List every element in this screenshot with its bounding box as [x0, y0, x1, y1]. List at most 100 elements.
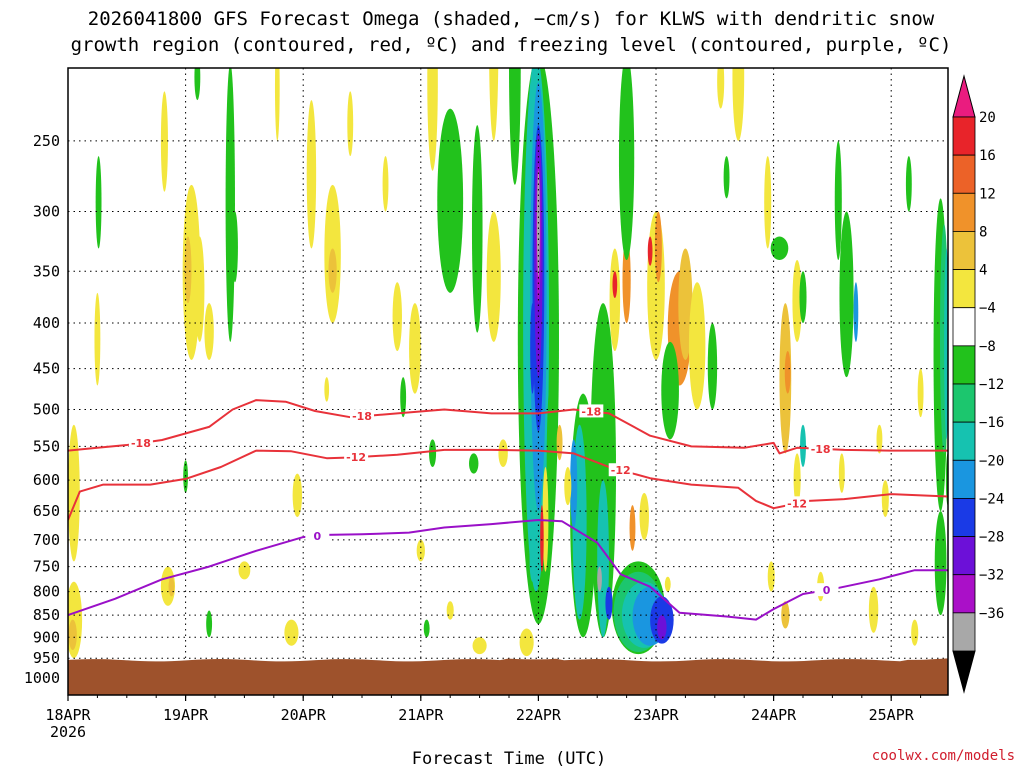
omega-area: [382, 156, 389, 212]
colorbar-label: 8: [979, 224, 987, 240]
omega-area: [184, 236, 192, 304]
contour-label-bg: [579, 404, 604, 418]
omega-area: [905, 156, 912, 212]
dgz-contour-minus18-label: -18: [131, 437, 151, 450]
contour-label-bg: [814, 583, 839, 597]
omega-area: [446, 601, 454, 620]
omega-area: [881, 480, 889, 518]
dgz-contour-minus12-label: -12: [346, 451, 366, 464]
contour-label-bg: [608, 463, 633, 477]
omega-area: [328, 248, 337, 293]
omega-area: [238, 561, 251, 580]
y-tick-label: 750: [33, 558, 60, 576]
contour-label-bg: [350, 409, 374, 423]
x-tick-label: 18APR: [45, 706, 91, 724]
chart-title-line2: growth region (contoured, red, ºC) and f…: [71, 34, 952, 56]
omega-area: [629, 505, 636, 551]
contours: -18 -18 -18 -18 -12 -12 -12 0 0: [68, 399, 948, 621]
omega-area: [400, 377, 407, 418]
ground-surface: [68, 658, 948, 695]
y-tick-label: 800: [33, 583, 60, 601]
omega-area: [204, 303, 214, 360]
y-tick-label: 300: [33, 203, 60, 221]
x-tick-label: 23APR: [633, 706, 679, 724]
colorbar-label: 4: [979, 263, 987, 279]
colorbar-swatch: [952, 612, 976, 652]
y-tick-label: 350: [33, 262, 60, 280]
colorbar-swatch: [952, 574, 976, 614]
omega-area: [934, 511, 947, 616]
omega-area: [717, 68, 725, 109]
colorbar-label: 12: [979, 186, 996, 202]
omega-area: [471, 125, 483, 333]
dgz-contour-minus18: [68, 399, 948, 455]
omega-shading: [68, 68, 948, 659]
y-tick-label: 700: [33, 531, 60, 549]
colorbar-label: −24: [979, 491, 1004, 507]
ground-area: [68, 658, 948, 695]
omega-area: [160, 91, 168, 192]
contour-label-bg: [808, 441, 833, 455]
omega-area: [784, 351, 791, 394]
omega-area: [793, 453, 801, 506]
colorbar-swatch: [952, 383, 976, 423]
freezing-level-contour: [68, 519, 948, 621]
y-axis: 250 300 350 400 450 500 550 600 650 700 750 800 850 9…: [24, 132, 60, 687]
omega-area: [68, 424, 80, 562]
colorbar-swatch: [952, 154, 976, 194]
omega-area: [530, 303, 535, 394]
omega-area: [605, 586, 613, 620]
dgz-contour-minus12-label: -12: [611, 464, 631, 477]
omega-area: [423, 619, 430, 638]
y-tick-label: 950: [33, 649, 60, 667]
omega-area: [834, 140, 842, 261]
omega-area: [206, 610, 213, 638]
y-tick-label: 900: [33, 628, 60, 646]
omega-area: [498, 439, 508, 468]
omega-area: [661, 341, 679, 440]
y-tick-label: 400: [33, 314, 60, 332]
omega-area: [469, 453, 479, 474]
y-tick-label: 600: [33, 471, 60, 489]
dgz-contour-minus12: [68, 448, 948, 521]
omega-area: [195, 236, 205, 342]
omega-area: [306, 100, 317, 249]
freezing-level-contour-label: 0: [313, 530, 321, 543]
omega-area: [225, 68, 235, 342]
omega-area: [732, 68, 745, 141]
omega-area: [639, 492, 649, 540]
omega-area: [284, 619, 299, 646]
colorbar-label: −16: [979, 415, 1004, 431]
dgz-contour-minus18-label: -18: [352, 410, 372, 423]
omega-area: [911, 619, 919, 646]
omega-area: [232, 211, 238, 283]
y-tick-label: 500: [33, 400, 60, 418]
omega-area: [324, 377, 330, 402]
colorbar-swatch: [952, 192, 976, 232]
omega-area: [767, 561, 775, 592]
x-tick-label: 21APR: [398, 706, 444, 724]
freezing-level-contour-label: 0: [823, 584, 831, 597]
omega-area: [612, 271, 618, 299]
colorbar-swatch: [952, 421, 976, 461]
x-tick-label: 24APR: [751, 706, 797, 724]
colorbar-swatch: [952, 498, 976, 537]
omega-area: [622, 236, 631, 324]
omega-area: [529, 539, 536, 582]
x-tick-year-label: 2026: [50, 723, 86, 741]
colorbar-swatch: [952, 116, 976, 156]
omega-area: [723, 156, 730, 199]
omega-area: [917, 368, 924, 418]
omega-area: [519, 628, 534, 657]
contour-label-bg: [785, 496, 810, 510]
omega-area: [540, 505, 544, 572]
colorbar-label: −4: [979, 301, 996, 317]
omega-area: [792, 260, 802, 342]
omega-area: [437, 108, 464, 293]
omega-area: [799, 271, 807, 324]
colorbar-swatch: [952, 307, 976, 347]
colorbar-label: −32: [979, 568, 1004, 584]
contour-label-bg: [305, 528, 330, 542]
omega-area: [564, 467, 572, 506]
omega-area: [183, 460, 188, 493]
